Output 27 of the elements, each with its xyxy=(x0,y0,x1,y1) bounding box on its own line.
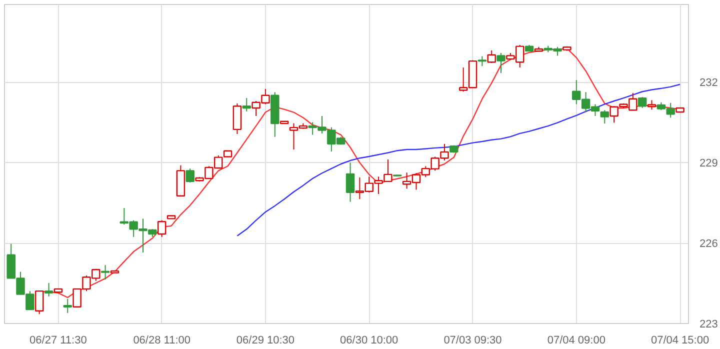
x-tick-label: 06/27 11:30 xyxy=(30,334,87,346)
y-tick-label: 232 xyxy=(700,77,718,90)
candlestick xyxy=(600,110,610,124)
line-series xyxy=(236,84,681,236)
x-tick-label: 07/04 15:00 xyxy=(650,334,710,346)
y-tick-label: 223 xyxy=(700,318,718,330)
x-tick-label: 07/04 09:00 xyxy=(547,334,606,346)
candlestick xyxy=(638,96,647,108)
x-tick-label: 06/29 10:30 xyxy=(236,334,295,346)
candlestick xyxy=(44,282,54,297)
candlestick xyxy=(346,162,355,202)
candlestick xyxy=(100,264,110,280)
candlestick xyxy=(487,50,496,64)
candlestick xyxy=(478,56,487,67)
candlestick xyxy=(186,168,194,183)
candlestick xyxy=(647,100,656,110)
candlestick xyxy=(242,98,251,112)
candlestick xyxy=(63,298,72,314)
y-tick-label: 229 xyxy=(700,158,718,170)
x-tick-label: 06/30 10:00 xyxy=(340,334,398,346)
x-tick-label: 07/03 09:30 xyxy=(444,334,502,346)
candlestick xyxy=(34,290,44,315)
y-tick-label: 226 xyxy=(700,238,718,250)
candlestick xyxy=(496,52,506,74)
x-tick-label: 06/28 11:00 xyxy=(133,334,190,346)
candlestick xyxy=(157,220,166,238)
candlestick xyxy=(232,102,242,134)
